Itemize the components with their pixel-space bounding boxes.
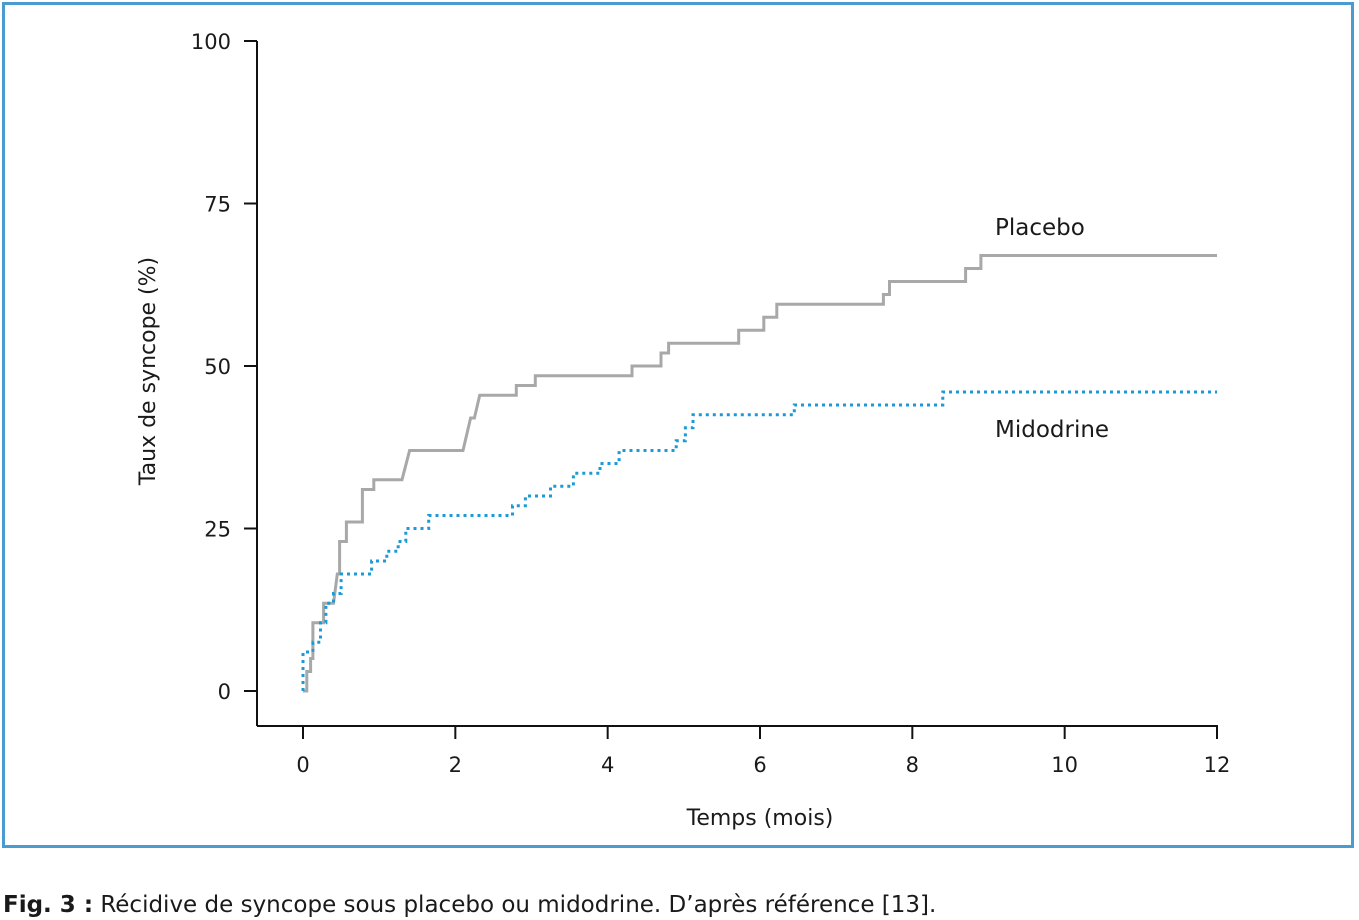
x-tick-label: 10	[1051, 753, 1078, 777]
x-tick-label: 2	[449, 753, 462, 777]
series-line-midodrine	[301, 390, 1217, 691]
chart-axes: 0 25 50 75 100 0 2 4 6 8 10 12	[191, 30, 1230, 777]
series-label-placebo: Placebo	[995, 215, 1085, 241]
chart-series	[301, 254, 1217, 693]
caption-text: Récidive de syncope sous placebo ou mido…	[93, 892, 937, 918]
y-axis-title: Taux de syncope (%)	[136, 257, 161, 486]
km-chart: 0 25 50 75 100 0 2 4 6 8 10 12 Placebo Midodrine Te…	[136, 30, 1230, 831]
figure-frame: 0 25 50 75 100 0 2 4 6 8 10 12 Placebo Midodrine Te…	[2, 2, 1354, 848]
figure-caption: Fig. 3 : Récidive de syncope sous placeb…	[3, 890, 936, 920]
x-tick-label: 0	[296, 753, 309, 777]
y-tick-label: 75	[204, 193, 231, 217]
y-tick-label: 0	[218, 680, 231, 704]
x-tick-label: 12	[1204, 753, 1231, 777]
y-tick-label: 50	[204, 355, 231, 379]
series-label-midodrine: Midodrine	[995, 417, 1109, 443]
series-line-placebo	[303, 254, 1217, 693]
x-tick-label: 6	[753, 753, 766, 777]
x-tick-label: 4	[601, 753, 614, 777]
y-tick-label: 100	[191, 30, 231, 54]
x-axis-title: Temps (mois)	[686, 806, 834, 831]
y-tick-label: 25	[204, 518, 231, 542]
x-tick-label: 8	[906, 753, 919, 777]
caption-label: Fig. 3 :	[3, 892, 94, 918]
